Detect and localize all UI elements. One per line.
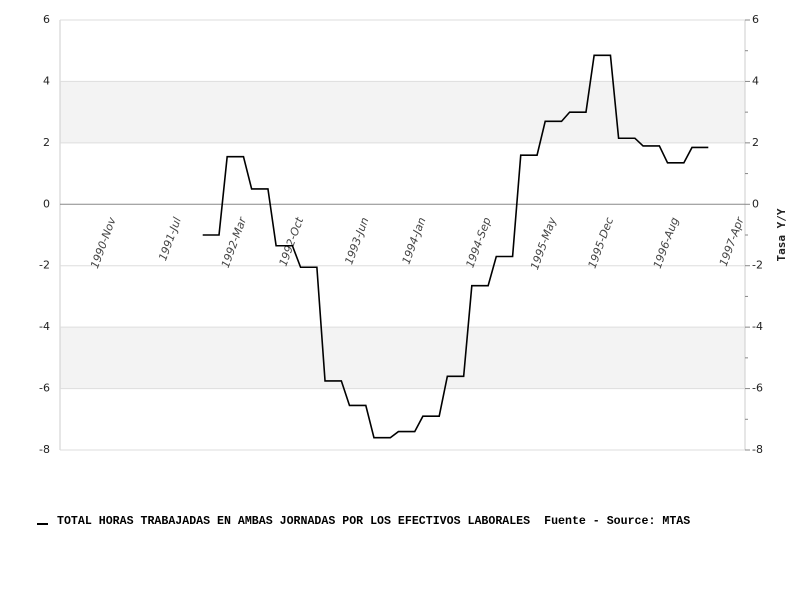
y-tick-label: -8 bbox=[39, 443, 50, 456]
y-tick-label: -2 bbox=[39, 259, 50, 272]
y-tick-label: 6 bbox=[43, 13, 50, 26]
y2-axis-label: Tasa Y/Y bbox=[775, 208, 788, 261]
y2-tick-label: -8 bbox=[752, 443, 763, 456]
bands bbox=[60, 81, 745, 389]
y-tick-label: 0 bbox=[43, 197, 50, 210]
y-tick-label: 4 bbox=[43, 74, 50, 87]
y2-tick-label: -6 bbox=[752, 382, 763, 395]
y2-tick-label: 2 bbox=[752, 136, 759, 149]
y-tick-label: -4 bbox=[39, 320, 50, 333]
y2-tick-label: 4 bbox=[752, 74, 759, 87]
grid-band bbox=[60, 81, 745, 143]
y-tick-label: 2 bbox=[43, 136, 50, 149]
y2-tick-label: -4 bbox=[752, 320, 763, 333]
y-tick-label: -6 bbox=[39, 382, 50, 395]
y2-tick-label: 0 bbox=[752, 197, 759, 210]
source-note: Fuente - Source: MTAS bbox=[544, 515, 690, 528]
legend-label: TOTAL HORAS TRABAJADAS EN AMBAS JORNADAS… bbox=[57, 515, 530, 528]
y2-tick-label: 6 bbox=[752, 13, 759, 26]
series-line bbox=[202, 54, 709, 439]
grid-band bbox=[60, 327, 745, 389]
y2-tick-label: -2 bbox=[752, 259, 763, 272]
